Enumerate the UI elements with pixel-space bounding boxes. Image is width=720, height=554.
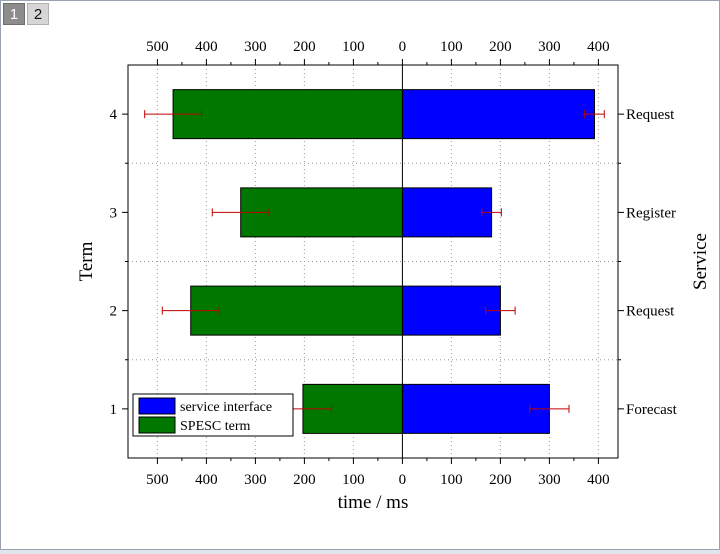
bar-spesc-term-4 (172, 89, 403, 140)
layer-tab-2[interactable]: 2 (27, 3, 49, 25)
bar-service-interface-4 (401, 89, 595, 140)
x-tick-label-top: 200 (293, 39, 316, 55)
y-tick-label-left: 1 (110, 402, 118, 418)
bar-service-interface-1 (401, 383, 550, 434)
x-tick-label-top: 500 (146, 39, 169, 55)
y-tick-label-left: 4 (110, 107, 118, 123)
y-tick-label-left: 2 (110, 304, 118, 320)
x-tick-label-top: 100 (342, 39, 365, 55)
tick-layer (122, 59, 624, 464)
tick-label-layer: 500 500 400 400 300 300 200 200 100 100 0 0 100 100 20… (110, 39, 678, 488)
x-tick-label-bottom: 100 (440, 472, 463, 488)
y-tick-label-left: 3 (110, 205, 118, 221)
bar-spesc-term-2 (190, 285, 403, 336)
y-axis-title-right: Service (690, 233, 711, 290)
y-tick-label-right: Forecast (626, 402, 678, 418)
x-tick-label-top: 300 (538, 39, 561, 55)
legend[interactable]: service interface SPESC term (132, 393, 294, 437)
layer-tabs: 1 2 (3, 3, 51, 27)
x-tick-label-bottom: 500 (146, 472, 169, 488)
x-tick-label-top: 200 (489, 39, 512, 55)
bar-service-interface-2 (401, 285, 501, 336)
x-tick-label-bottom: 400 (587, 472, 610, 488)
x-tick-label-bottom: 200 (293, 472, 316, 488)
legend-label-spesc-term: SPESC term (180, 419, 251, 434)
x-tick-label-top: 400 (195, 39, 218, 55)
bar-service-interface-3 (401, 187, 493, 238)
x-tick-label-bottom: 300 (244, 472, 267, 488)
y-tick-label-right: Request (626, 304, 675, 320)
x-tick-label-top: 400 (587, 39, 610, 55)
x-tick-label-bottom: 200 (489, 472, 512, 488)
legend-swatch-service-interface (138, 397, 176, 415)
x-tick-label-bottom: 0 (399, 472, 407, 488)
legend-swatch-spesc-term (138, 416, 176, 434)
y-axis-title-left: Term (76, 241, 97, 281)
x-tick-label-bottom: 100 (342, 472, 365, 488)
bar-layer (172, 89, 595, 434)
x-tick-label-top: 300 (244, 39, 267, 55)
legend-label-service-interface: service interface (180, 400, 272, 415)
x-axis-title: time / ms (338, 492, 409, 513)
x-tick-label-top: 100 (440, 39, 463, 55)
bar-spesc-term-3 (240, 187, 403, 238)
y-tick-label-right: Register (626, 205, 676, 221)
x-tick-label-bottom: 400 (195, 472, 218, 488)
grid-layer (128, 65, 618, 458)
layer-tab-1[interactable]: 1 (3, 3, 25, 25)
error-bar-layer (144, 110, 605, 413)
x-tick-label-top: 0 (399, 39, 407, 55)
x-tick-label-bottom: 300 (538, 472, 561, 488)
y-tick-label-right: Request (626, 107, 675, 123)
